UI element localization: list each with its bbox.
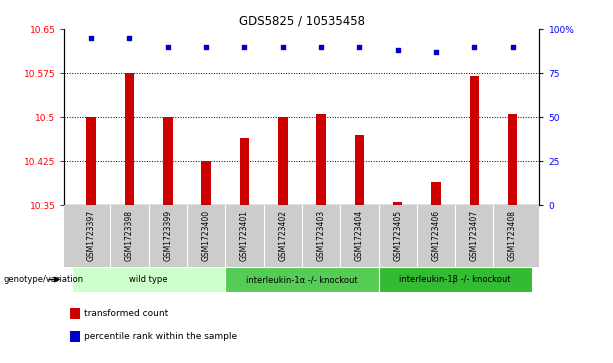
Point (470, 44, 479, 49)
Text: GSM1723398: GSM1723398 (125, 210, 134, 261)
Point (278, 44, 287, 49)
Bar (354, 135, 364, 205)
Bar (86, 117, 96, 205)
Point (431, 49, 441, 55)
Bar (201, 161, 211, 205)
Bar (240, 138, 249, 205)
Text: GSM1723408: GSM1723408 (508, 210, 517, 261)
Point (354, 44, 364, 49)
Text: transformed count: transformed count (85, 309, 169, 318)
Text: interleukin-1α -/- knockout: interleukin-1α -/- knockout (246, 275, 358, 284)
Text: GSM1723406: GSM1723406 (432, 210, 441, 261)
Bar (470, 76, 479, 205)
Point (124, 35, 134, 41)
Bar (393, 202, 403, 205)
Bar (316, 114, 326, 205)
Text: percentile rank within the sample: percentile rank within the sample (85, 332, 237, 341)
Point (508, 44, 517, 49)
Bar (70, 331, 80, 342)
Point (393, 47, 403, 53)
Bar (124, 73, 134, 205)
Text: wild type: wild type (129, 275, 168, 284)
Text: GSM1723399: GSM1723399 (163, 210, 172, 261)
Bar (508, 114, 517, 205)
Bar (163, 117, 173, 205)
Point (163, 44, 173, 49)
Point (86, 35, 96, 41)
Bar (278, 117, 287, 205)
Bar (70, 308, 80, 319)
Point (240, 44, 249, 49)
Bar (431, 182, 441, 205)
Text: GSM1723402: GSM1723402 (278, 210, 287, 261)
Text: interleukin-1β -/- knockout: interleukin-1β -/- knockout (400, 275, 511, 284)
Text: GSM1723397: GSM1723397 (86, 210, 96, 261)
Bar (379, 267, 532, 292)
Text: genotype/variation: genotype/variation (3, 275, 83, 284)
Bar (226, 267, 379, 292)
Text: GSM1723404: GSM1723404 (355, 210, 364, 261)
Text: GSM1723405: GSM1723405 (393, 210, 402, 261)
Title: GDS5825 / 10535458: GDS5825 / 10535458 (239, 15, 365, 28)
Bar (72, 267, 226, 292)
Text: GSM1723403: GSM1723403 (316, 210, 326, 261)
Point (316, 44, 326, 49)
Text: GSM1723407: GSM1723407 (470, 210, 479, 261)
Point (201, 44, 211, 49)
Text: GSM1723401: GSM1723401 (240, 210, 249, 261)
Text: GSM1723400: GSM1723400 (202, 210, 211, 261)
